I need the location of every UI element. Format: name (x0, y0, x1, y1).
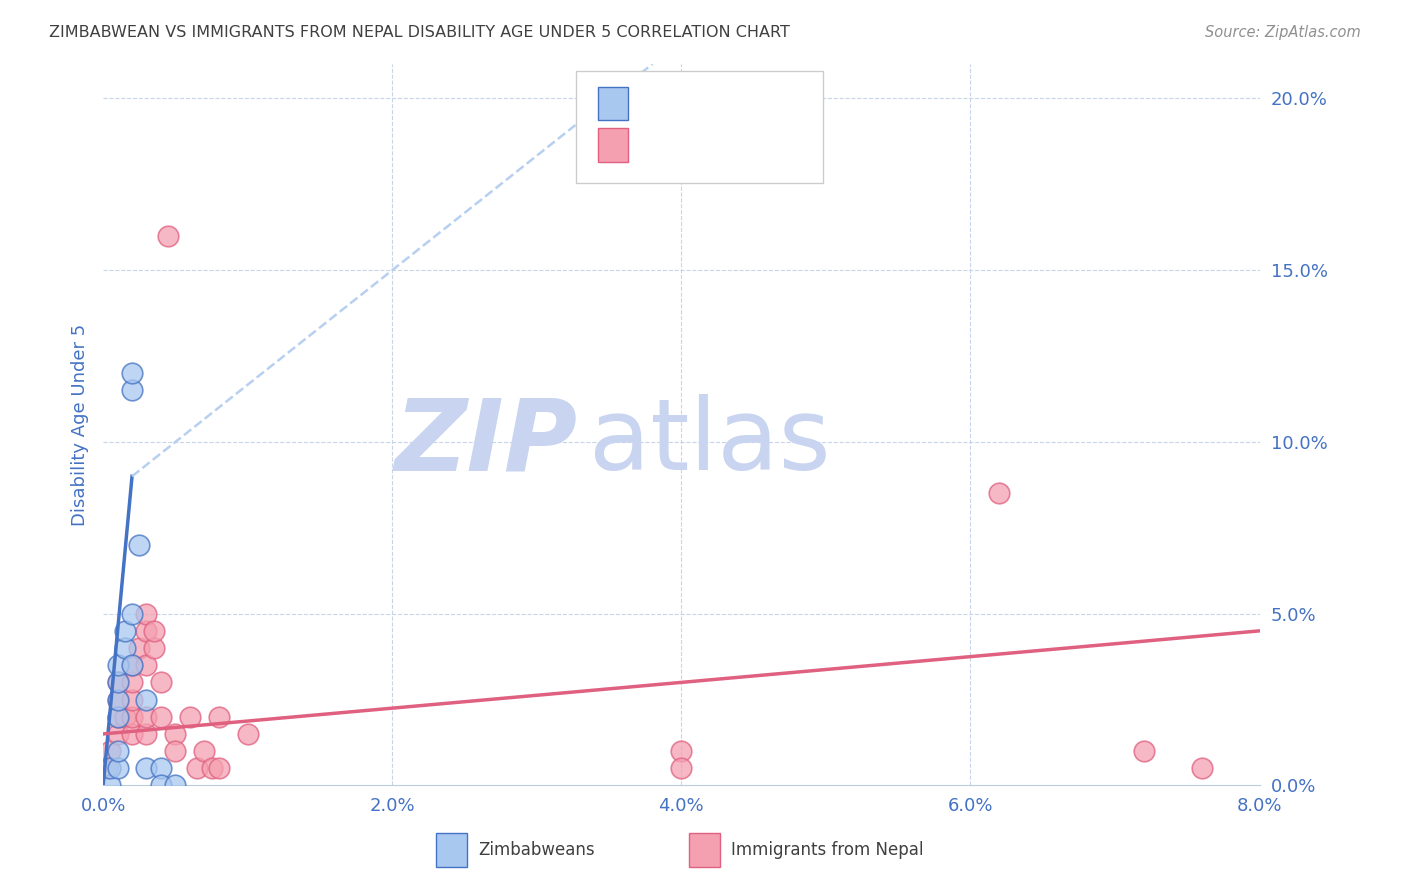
Point (107, 692, 129, 706)
Text: Zimbabweans: Zimbabweans (478, 841, 595, 859)
Point (165, 727, 187, 741)
Point (121, 658, 143, 673)
Point (121, 658, 143, 673)
Point (142, 641, 165, 656)
Point (157, 228, 180, 243)
Text: ZIP: ZIP (394, 394, 578, 491)
Point (98, 779, 121, 793)
Text: N =: N = (733, 95, 772, 112)
Text: 37: 37 (763, 136, 789, 154)
Point (121, 692, 143, 706)
Point (121, 384, 143, 398)
Point (193, 744, 215, 758)
Point (128, 538, 150, 552)
Point (179, 710, 201, 724)
Text: R =: R = (637, 95, 676, 112)
Point (208, 761, 231, 775)
Point (135, 761, 157, 775)
Point (149, 710, 172, 724)
Text: ZIMBABWEAN VS IMMIGRANTS FROM NEPAL DISABILITY AGE UNDER 5 CORRELATION CHART: ZIMBABWEAN VS IMMIGRANTS FROM NEPAL DISA… (49, 25, 790, 40)
Point (186, 761, 208, 775)
Point (149, 675, 172, 690)
Y-axis label: Disability Age Under 5: Disability Age Under 5 (72, 324, 89, 526)
Text: N =: N = (733, 136, 772, 154)
Point (107, 710, 129, 724)
Point (96, 761, 118, 775)
Text: 0.530: 0.530 (668, 95, 724, 112)
Point (121, 710, 143, 724)
Point (165, 744, 187, 758)
Point (114, 641, 136, 656)
Point (128, 641, 150, 656)
Point (165, 779, 187, 793)
Point (135, 624, 157, 638)
Point (107, 744, 129, 758)
Text: Immigrants from Nepal: Immigrants from Nepal (731, 841, 924, 859)
Point (135, 658, 157, 673)
Point (135, 710, 157, 724)
Text: atlas: atlas (589, 394, 831, 491)
Text: 0.201: 0.201 (668, 136, 724, 154)
Point (114, 624, 136, 638)
Point (107, 727, 129, 741)
Point (671, 761, 693, 775)
Point (107, 761, 129, 775)
Point (107, 710, 129, 724)
Point (121, 607, 143, 621)
Point (107, 692, 129, 706)
Text: R =: R = (637, 136, 676, 154)
Point (988, 486, 1011, 500)
Point (107, 675, 129, 690)
Text: Source: ZipAtlas.com: Source: ZipAtlas.com (1205, 25, 1361, 40)
Point (135, 607, 157, 621)
Point (236, 727, 259, 741)
Point (107, 675, 129, 690)
Point (107, 658, 129, 673)
Point (98, 744, 121, 758)
Point (208, 710, 231, 724)
Point (200, 761, 222, 775)
Point (121, 675, 143, 690)
Point (114, 710, 136, 724)
Text: 20: 20 (763, 95, 789, 112)
Point (671, 744, 693, 758)
Point (149, 761, 172, 775)
Point (149, 779, 172, 793)
Point (121, 727, 143, 741)
Point (1191, 761, 1213, 775)
Point (1133, 744, 1156, 758)
Point (98, 761, 121, 775)
Point (135, 727, 157, 741)
Point (135, 692, 157, 706)
Point (121, 366, 143, 380)
Point (142, 624, 165, 638)
